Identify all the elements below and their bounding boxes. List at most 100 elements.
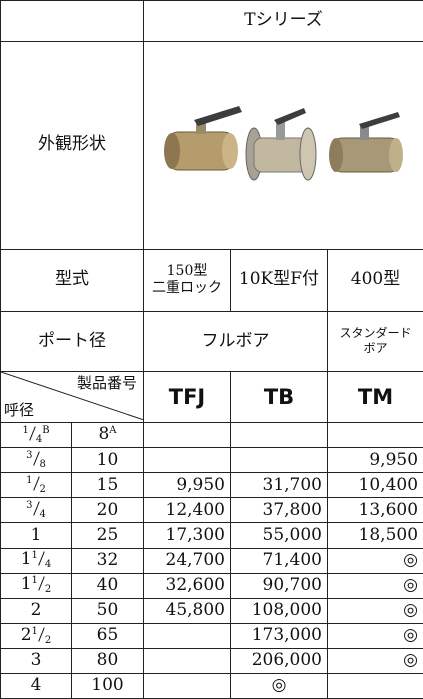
price-cell: 10,400 xyxy=(326,472,423,499)
price: ◎ xyxy=(403,650,419,671)
price-cell xyxy=(326,422,423,449)
price-cell: ◎ xyxy=(230,672,328,699)
data-row: 112 40 32,600 90,700 ◎ xyxy=(0,572,423,599)
nominal-a: 8A xyxy=(71,422,144,449)
port-standard: スタンダード ボア xyxy=(326,310,423,372)
diagonal-header: 製品番号 呼径 xyxy=(0,370,144,424)
port-standard-line: スタンダード xyxy=(339,326,412,341)
port-label: ポート径 xyxy=(0,310,144,372)
price: 18,500 xyxy=(358,524,419,545)
product-code: TB xyxy=(230,370,328,424)
price-cell xyxy=(230,422,328,449)
inch-whole: 3 xyxy=(30,650,42,671)
nominal-a: 15 xyxy=(71,472,144,499)
inch-numerator: 1 xyxy=(22,425,29,437)
a-size: 8 xyxy=(98,424,110,445)
price-cell: 31,700 xyxy=(230,472,328,499)
model-label: 型式 xyxy=(0,248,144,312)
price-cell: ◎ xyxy=(326,597,423,624)
price: 31,700 xyxy=(262,474,322,495)
price-cell: 13,600 xyxy=(326,497,423,524)
price: 24,700 xyxy=(165,549,225,570)
price-cell: 18,500 xyxy=(326,522,423,549)
a-size: 40 xyxy=(96,574,119,595)
nominal-inch: 114 xyxy=(0,547,72,574)
price: 12,400 xyxy=(165,499,225,520)
model-cell: 10K型F付 xyxy=(230,248,328,312)
inch-numerator: 1 xyxy=(31,575,38,587)
price: 90,700 xyxy=(262,574,322,595)
price-cell: ◎ xyxy=(326,622,423,649)
a-size: 25 xyxy=(96,524,119,545)
price-cell xyxy=(143,422,231,449)
nominal-inch: 38 xyxy=(0,447,72,474)
price-cell: 90,700 xyxy=(230,572,328,599)
a-size: 65 xyxy=(96,624,119,645)
price-cell: ◎ xyxy=(326,547,423,574)
nominal-a: 65 xyxy=(71,622,144,649)
fraction-slash xyxy=(32,476,40,491)
price-cell: ◎ xyxy=(326,647,423,674)
price-cell xyxy=(326,672,423,699)
price: 55,000 xyxy=(262,524,322,545)
product-no-label: 製品番号 xyxy=(76,373,137,392)
fraction-slash xyxy=(29,426,36,441)
port-standard-line: ボア xyxy=(363,341,388,356)
inch-denominator: 4 xyxy=(39,509,46,521)
price-cell xyxy=(143,447,231,474)
price-cell: 71,400 xyxy=(230,547,328,574)
inch-whole: 2 xyxy=(20,624,32,645)
price: ◎ xyxy=(271,675,287,696)
inch-whole: 4 xyxy=(30,675,42,696)
price-cell: 45,800 xyxy=(143,597,231,624)
price: ◎ xyxy=(403,574,419,595)
inch-denominator: 2 xyxy=(44,634,52,646)
inch-numerator: 3 xyxy=(26,500,33,512)
price-cell: 55,000 xyxy=(230,522,328,549)
nominal-inch: 3 xyxy=(0,647,72,674)
price: 108,000 xyxy=(251,599,322,620)
inch-numerator: 1 xyxy=(26,475,33,487)
price-cell: 206,000 xyxy=(230,647,328,674)
port-full: フルボア xyxy=(143,310,328,372)
nominal-inch: 12 xyxy=(0,472,72,499)
price-cell: 24,700 xyxy=(143,547,231,574)
inch-whole: 1 xyxy=(20,549,32,570)
nominal-inch: 2 xyxy=(0,597,72,624)
inch-denominator: 4 xyxy=(44,559,52,571)
data-row: 114 32 24,700 71,400 ◎ xyxy=(0,547,423,574)
nominal-a: 80 xyxy=(71,647,144,674)
inch-denominator: 2 xyxy=(44,584,52,596)
price: 17,300 xyxy=(165,524,225,545)
fraction-slash xyxy=(32,501,40,516)
price: 37,800 xyxy=(262,499,322,520)
model-cell: 400型 xyxy=(326,248,423,312)
fraction-slash xyxy=(38,551,45,566)
nominal-a: 20 xyxy=(71,497,144,524)
price-cell: 9,950 xyxy=(326,447,423,474)
inch-whole: 1 xyxy=(30,524,42,545)
price-cell: 32,600 xyxy=(143,572,231,599)
data-row: 12 15 9,950 31,700 10,400 xyxy=(0,472,423,499)
model-line: 二重ロック xyxy=(152,280,222,297)
nominal-a: 32 xyxy=(71,547,144,574)
price-cell xyxy=(143,672,231,699)
data-row: 4 100 ◎ xyxy=(0,672,423,699)
price-cell: 37,800 xyxy=(230,497,328,524)
price: 32,600 xyxy=(165,574,225,595)
a-size: 100 xyxy=(91,675,124,696)
nominal-inch: 34 xyxy=(0,497,72,524)
price: 10,400 xyxy=(358,474,419,495)
data-row: 1 25 17,300 55,000 18,500 xyxy=(0,522,423,549)
a-size: 80 xyxy=(96,650,119,671)
data-row: 34 20 12,400 37,800 13,600 xyxy=(0,497,423,524)
price-cell: 173,000 xyxy=(230,622,328,649)
valves-illustration xyxy=(163,106,403,181)
nominal-a: 50 xyxy=(71,597,144,624)
a-size: 32 xyxy=(96,549,119,570)
product-code: TM xyxy=(326,370,423,424)
nominal-inch: 112 xyxy=(0,572,72,599)
price: 45,800 xyxy=(165,599,225,620)
price: 206,000 xyxy=(251,650,322,671)
nominal-inch: 212 xyxy=(0,622,72,649)
